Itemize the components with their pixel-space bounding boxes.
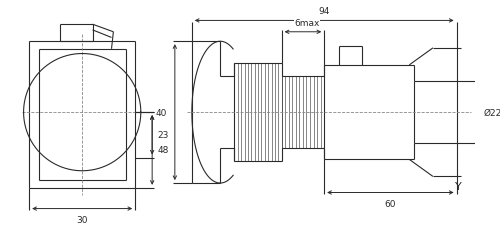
Text: 30: 30 xyxy=(76,215,88,224)
Text: Y: Y xyxy=(455,181,462,191)
Text: Ø22: Ø22 xyxy=(484,108,500,117)
Text: 60: 60 xyxy=(384,199,396,208)
Text: 6max: 6max xyxy=(294,19,320,28)
Text: 40: 40 xyxy=(156,108,168,117)
Text: 48: 48 xyxy=(158,146,169,155)
Text: 23: 23 xyxy=(158,131,169,140)
Text: 94: 94 xyxy=(318,8,330,16)
